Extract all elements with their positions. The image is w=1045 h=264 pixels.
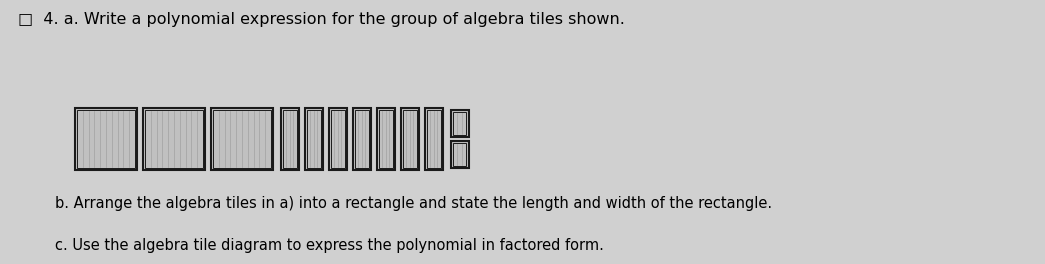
Text: c. Use the algebra tile diagram to express the polynomial in factored form.: c. Use the algebra tile diagram to expre… — [55, 238, 604, 253]
Bar — [283, 110, 297, 168]
Bar — [211, 108, 273, 170]
Bar — [425, 108, 443, 170]
Bar — [355, 110, 369, 168]
Bar — [143, 108, 205, 170]
Bar — [452, 112, 466, 135]
Bar — [145, 110, 203, 168]
Bar — [450, 141, 468, 168]
Bar — [379, 110, 393, 168]
Bar — [75, 108, 137, 170]
Bar — [281, 108, 299, 170]
Bar — [329, 108, 347, 170]
Bar — [377, 108, 395, 170]
Bar — [403, 110, 417, 168]
Bar — [305, 108, 323, 170]
Bar — [353, 108, 371, 170]
Bar — [427, 110, 441, 168]
Bar — [331, 110, 345, 168]
Bar — [450, 110, 468, 137]
Bar — [452, 143, 466, 166]
Bar — [77, 110, 135, 168]
Bar — [401, 108, 419, 170]
Bar — [307, 110, 321, 168]
Text: □  4. a. Write a polynomial expression for the group of algebra tiles shown.: □ 4. a. Write a polynomial expression fo… — [18, 12, 625, 27]
Bar — [213, 110, 271, 168]
Text: b. Arrange the algebra tiles in a) into a rectangle and state the length and wid: b. Arrange the algebra tiles in a) into … — [55, 196, 772, 211]
